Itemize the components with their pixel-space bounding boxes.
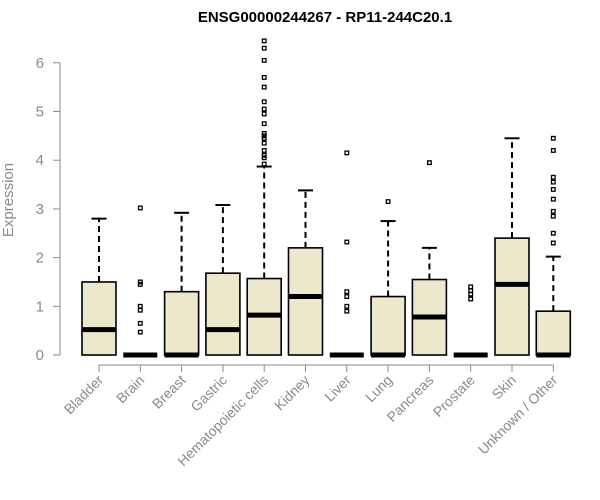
- x-tick-label: Liver: [321, 372, 354, 405]
- x-tick-label: Lung: [362, 372, 395, 405]
- box: [494, 237, 530, 356]
- outlier-point: [468, 296, 474, 302]
- box-group: [287, 189, 324, 356]
- outlier-point: [550, 208, 556, 214]
- x-tick-label: Brain: [113, 372, 147, 406]
- outlier-point: [137, 303, 143, 309]
- y-tick-label: 6: [36, 55, 44, 72]
- outlier-point: [344, 308, 350, 314]
- outlier-point: [550, 135, 556, 141]
- box-group: [246, 38, 282, 356]
- box-group: [205, 204, 241, 356]
- x-tick-label: Kidney: [271, 372, 313, 414]
- y-tick-label: 3: [36, 201, 44, 218]
- outlier-point: [261, 45, 267, 51]
- outlier-point: [261, 99, 267, 105]
- box: [287, 247, 324, 356]
- outlier-point: [344, 294, 350, 300]
- outlier-point: [468, 288, 474, 294]
- outlier-point: [550, 186, 556, 192]
- outlier-point: [344, 303, 350, 309]
- box-group: [535, 135, 572, 358]
- y-axis-label: Expression: [0, 163, 17, 237]
- y-tick-label: 4: [36, 152, 44, 169]
- outlier-point: [261, 111, 267, 117]
- outlier-point: [468, 284, 474, 290]
- outlier-point: [137, 329, 143, 335]
- outlier-point: [261, 121, 267, 127]
- outlier-point: [385, 199, 391, 205]
- outlier-point: [261, 130, 267, 136]
- outlier-point: [550, 240, 556, 246]
- box-group: [329, 150, 364, 358]
- y-tick-label: 0: [36, 347, 44, 364]
- outlier-point: [261, 161, 267, 167]
- outlier-point: [261, 74, 267, 80]
- box-group: [494, 137, 530, 356]
- outlier-point: [426, 160, 432, 166]
- y-tick-label: 2: [36, 250, 44, 267]
- outlier-point: [550, 196, 556, 202]
- box-group: [163, 211, 200, 358]
- box: [81, 281, 117, 356]
- outlier-point: [261, 57, 267, 63]
- box-group: [81, 217, 117, 356]
- x-tick-label: Bladder: [61, 372, 107, 418]
- outlier-point: [137, 320, 143, 326]
- box: [163, 290, 200, 356]
- box-group: [411, 160, 448, 356]
- outlier-point: [550, 213, 556, 219]
- outlier-point: [261, 140, 267, 146]
- outlier-point: [550, 179, 556, 185]
- outlier-point: [137, 205, 143, 211]
- plot-area: [81, 38, 572, 358]
- outlier-point: [344, 150, 350, 156]
- outlier-point: [550, 148, 556, 153]
- y-tick-label: 1: [36, 298, 44, 315]
- box-group: [370, 199, 406, 358]
- x-tick-label: Skin: [489, 372, 520, 403]
- box: [205, 272, 241, 356]
- box: [535, 310, 572, 356]
- outlier-point: [550, 230, 556, 236]
- box: [370, 295, 406, 356]
- outlier-point: [137, 307, 143, 313]
- outlier-point: [261, 148, 267, 153]
- y-axis: 0 1 2 3 4 5 6: [36, 55, 61, 364]
- outlier-point: [261, 106, 267, 112]
- outlier-point: [261, 84, 267, 90]
- outlier-point: [344, 239, 350, 245]
- outlier-point: [344, 289, 350, 295]
- outlier-point: [137, 279, 143, 285]
- outlier-point: [261, 152, 267, 158]
- x-tick-label: Prostate: [430, 372, 478, 420]
- y-tick-label: 5: [36, 104, 44, 121]
- x-tick-label: Breast: [149, 372, 189, 412]
- outlier-point: [261, 38, 267, 44]
- box-group: [123, 205, 158, 358]
- chart-title: ENSG00000244267 - RP11-244C20.1: [198, 9, 452, 26]
- box-group: [453, 284, 488, 358]
- outlier-point: [550, 174, 556, 180]
